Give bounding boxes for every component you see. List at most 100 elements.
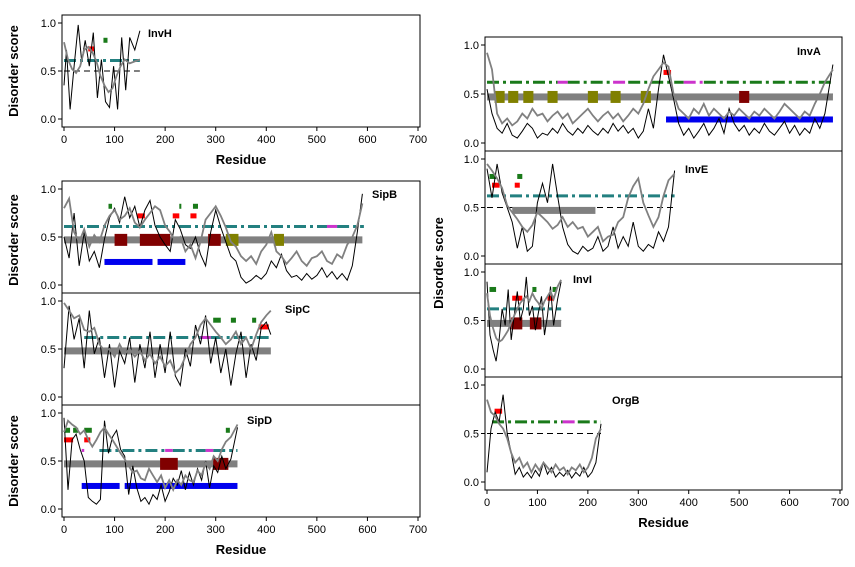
- domain-block: [273, 233, 284, 246]
- panel-title: SipB: [372, 189, 397, 201]
- y-axis-label: Disorder score: [6, 194, 21, 286]
- panel-title: InvE: [685, 164, 708, 176]
- region-bar: [487, 93, 833, 101]
- panel-title: InvH: [148, 28, 172, 40]
- y-tick-label: 0.0: [464, 251, 479, 263]
- disorder-series-line: [486, 52, 834, 127]
- x-tick-label: 0: [61, 524, 67, 536]
- domain-block: [610, 90, 621, 103]
- x-tick-label: 300: [207, 134, 225, 146]
- x-tick-label: 700: [831, 497, 849, 509]
- y-tick-label: 0.0: [464, 138, 479, 150]
- y-tick-label: 1.0: [464, 40, 479, 52]
- y-tick-label: 0.0: [41, 392, 56, 404]
- x-tick-label: 500: [730, 497, 748, 509]
- panel-invi: 0.0 0.5 1.0 InvI: [464, 263, 843, 381]
- x-tick-label: 500: [308, 524, 326, 536]
- disorder-series-line: [486, 276, 562, 362]
- y-tick-label: 0.5: [464, 89, 479, 101]
- x-axis-label: Residue: [216, 542, 267, 557]
- x-tick-label: 400: [257, 134, 275, 146]
- y-tick-label: 1.0: [464, 154, 479, 166]
- y-tick-label: 1.0: [41, 184, 56, 196]
- region-bar: [157, 258, 186, 265]
- y-tick-label: 1.0: [41, 296, 56, 308]
- x-tick-label: 300: [207, 524, 225, 536]
- y-tick-label: 0.0: [41, 504, 56, 516]
- domain-block: [511, 317, 523, 330]
- y-tick-label: 1.0: [41, 18, 56, 30]
- x-axis-label: Residue: [216, 152, 267, 167]
- domain-block: [139, 233, 171, 246]
- panel-title: SipC: [285, 304, 310, 316]
- disorder-series-line: [63, 24, 141, 110]
- x-tick-label: 0: [61, 134, 67, 146]
- disorder-series-line: [63, 302, 272, 375]
- y-axis-label: Disorder score: [6, 25, 21, 117]
- panel-inve: 0.0 0.5 1.0 InvE: [464, 150, 843, 268]
- x-tick-label: 700: [409, 524, 427, 536]
- disorder-series-line: [486, 163, 676, 244]
- panel-inva: 0.0 0.5 1.0 InvA: [464, 36, 843, 155]
- y-tick-label: 0.5: [464, 203, 479, 215]
- y-axis-label: Disorder score: [6, 415, 21, 507]
- y-tick-label: 0.5: [41, 66, 56, 78]
- disorder-series-line: [63, 195, 364, 268]
- x-tick-label: 100: [528, 497, 546, 509]
- y-tick-label: 1.0: [464, 380, 479, 392]
- y-tick-label: 1.0: [464, 267, 479, 279]
- x-tick-label: 400: [680, 497, 698, 509]
- y-tick-label: 0.0: [464, 477, 479, 489]
- y-tick-label: 0.0: [41, 280, 56, 292]
- domain-block: [508, 90, 519, 103]
- x-tick-label: 700: [409, 134, 427, 146]
- y-tick-label: 1.0: [41, 408, 56, 420]
- panel-sipb: 0.0 0.5 1.0 SipB Disorder score: [6, 180, 421, 297]
- domain-block: [547, 90, 558, 103]
- y-tick-label: 0.5: [464, 429, 479, 441]
- y-tick-label: 0.5: [41, 344, 56, 356]
- x-tick-label: 100: [105, 524, 123, 536]
- domain-block: [160, 457, 178, 470]
- x-axis-label: Residue: [638, 515, 689, 530]
- disorder-series-line: [63, 419, 239, 493]
- panel-invh: 0.0 0.5 1.0 0 100 200 300 400 500 600 700 InvH Resid…: [6, 14, 427, 167]
- y-tick-label: 0.5: [41, 456, 56, 468]
- disorder-series-line: [486, 399, 602, 476]
- x-tick-label: 600: [780, 497, 798, 509]
- disorder-series-line: [63, 41, 141, 94]
- plot-frame: [61, 14, 421, 128]
- x-tick-label: 0: [484, 497, 490, 509]
- x-tick-label: 200: [156, 524, 174, 536]
- panel-title: InvA: [797, 46, 821, 58]
- panel-title: InvI: [573, 274, 592, 286]
- y-tick-label: 0.0: [464, 364, 479, 376]
- domain-block: [208, 233, 221, 246]
- disorder-series-line: [63, 417, 238, 506]
- region-bar: [487, 319, 562, 327]
- panel-sipd: 0.0 0.5 1.0 0 100 200 300 400 500 600 700 SipD Resid…: [6, 404, 427, 557]
- domain-block: [114, 233, 128, 246]
- x-tick-label: 600: [358, 524, 376, 536]
- disorder-series-line: [486, 279, 562, 343]
- domain-block: [529, 317, 542, 330]
- x-tick-label: 400: [257, 524, 275, 536]
- domain-block: [523, 90, 534, 103]
- x-tick-label: 200: [579, 497, 597, 509]
- y-tick-label: 0.5: [41, 232, 56, 244]
- domain-block: [739, 90, 750, 103]
- panel-title: OrgB: [612, 395, 640, 407]
- x-tick-label: 300: [629, 497, 647, 509]
- disorder-series-line: [486, 54, 834, 140]
- domain-block: [587, 90, 598, 103]
- y-tick-label: 0.0: [41, 114, 56, 126]
- y-tick-label: 0.5: [464, 316, 479, 328]
- x-tick-label: 200: [156, 134, 174, 146]
- region-bar: [104, 258, 153, 265]
- disorder-series-line: [486, 163, 676, 255]
- x-tick-label: 500: [308, 134, 326, 146]
- panel-orgb: 0.0 0.5 1.0 0 100 200 300 400 500 600 700 OrgB Resid…: [464, 376, 849, 530]
- region-bar: [512, 206, 596, 214]
- region-bar: [64, 460, 238, 468]
